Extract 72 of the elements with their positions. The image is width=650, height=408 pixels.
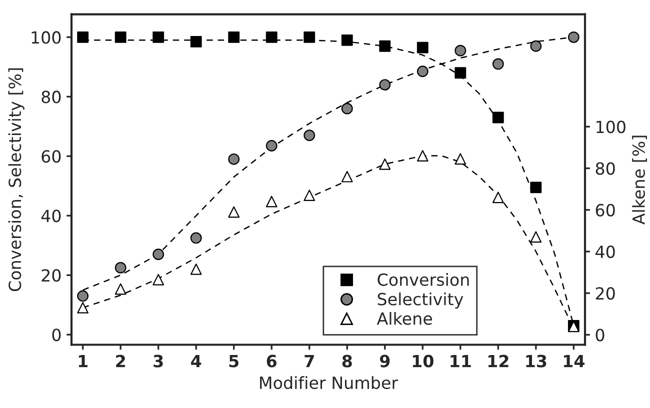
point	[228, 206, 240, 218]
point	[152, 274, 164, 286]
point	[114, 283, 126, 295]
x-tick-label: 7	[304, 354, 314, 368]
y-tick-label: 40	[41, 210, 61, 222]
point	[114, 31, 126, 43]
y2-tick-label: 60	[596, 204, 615, 216]
x-tick-label: 3	[154, 354, 163, 368]
x-tick-label: 6	[266, 354, 277, 368]
point	[454, 44, 466, 56]
point	[304, 190, 316, 202]
x-tick-label: 2	[116, 354, 125, 368]
y2-tick-label: 0	[596, 328, 604, 342]
x-tick-label: 10	[412, 354, 434, 368]
y2-tick-label: 40	[596, 245, 615, 258]
point	[530, 182, 542, 194]
point	[228, 153, 240, 165]
point	[379, 158, 391, 170]
x-tick-label: 4	[191, 354, 202, 368]
point	[568, 31, 580, 43]
y-tick-label: 20	[42, 269, 61, 282]
y2-tick-label: 20	[596, 287, 615, 300]
x-tick-label: 5	[229, 354, 238, 368]
x-tick-label: 11	[450, 354, 471, 368]
x-tick-label: 9	[380, 354, 390, 368]
point	[454, 67, 466, 79]
point	[454, 153, 466, 165]
point	[190, 264, 202, 275]
x-tick-label: 13	[526, 354, 546, 368]
point	[492, 192, 504, 204]
point	[266, 140, 278, 152]
point	[77, 302, 89, 314]
point	[416, 150, 428, 162]
y2-axis-title: Alkene [%]	[632, 136, 647, 225]
point	[530, 231, 542, 243]
point	[152, 248, 164, 260]
point	[416, 42, 428, 54]
point	[228, 31, 240, 43]
point	[379, 79, 391, 90]
point	[77, 31, 89, 43]
point	[152, 31, 164, 43]
y2-tick-label: 80	[596, 162, 615, 175]
point	[530, 40, 542, 52]
point	[266, 196, 278, 208]
point	[492, 58, 504, 70]
point	[190, 232, 202, 244]
point	[341, 34, 353, 46]
x-tick-label: 8	[342, 354, 352, 368]
y-tick-label: 60	[42, 150, 61, 163]
x-tick-label: 14	[564, 354, 585, 368]
x-axis-title: Modifier Number	[260, 376, 398, 390]
point	[266, 31, 278, 43]
point	[341, 102, 353, 114]
legend-label: Alkene	[376, 312, 432, 325]
legend-label: Selectivity	[378, 292, 464, 309]
legend-label: Conversion	[378, 273, 469, 286]
y2-tick-label: 100	[596, 120, 626, 134]
y-axis-title: Conversion, Selectivity [%]	[8, 68, 24, 292]
point	[341, 170, 353, 182]
y-tick-label: 100	[32, 31, 61, 44]
point	[492, 112, 504, 124]
point	[379, 40, 391, 52]
point	[77, 290, 89, 302]
point	[304, 31, 316, 43]
point	[114, 262, 126, 274]
x-tick-label: 1	[78, 354, 88, 368]
point	[416, 66, 428, 78]
y-tick-label: 80	[42, 90, 61, 104]
y-tick-label: 0	[52, 328, 61, 342]
point	[190, 36, 202, 48]
point	[304, 130, 316, 142]
x-tick-label: 12	[488, 354, 508, 368]
